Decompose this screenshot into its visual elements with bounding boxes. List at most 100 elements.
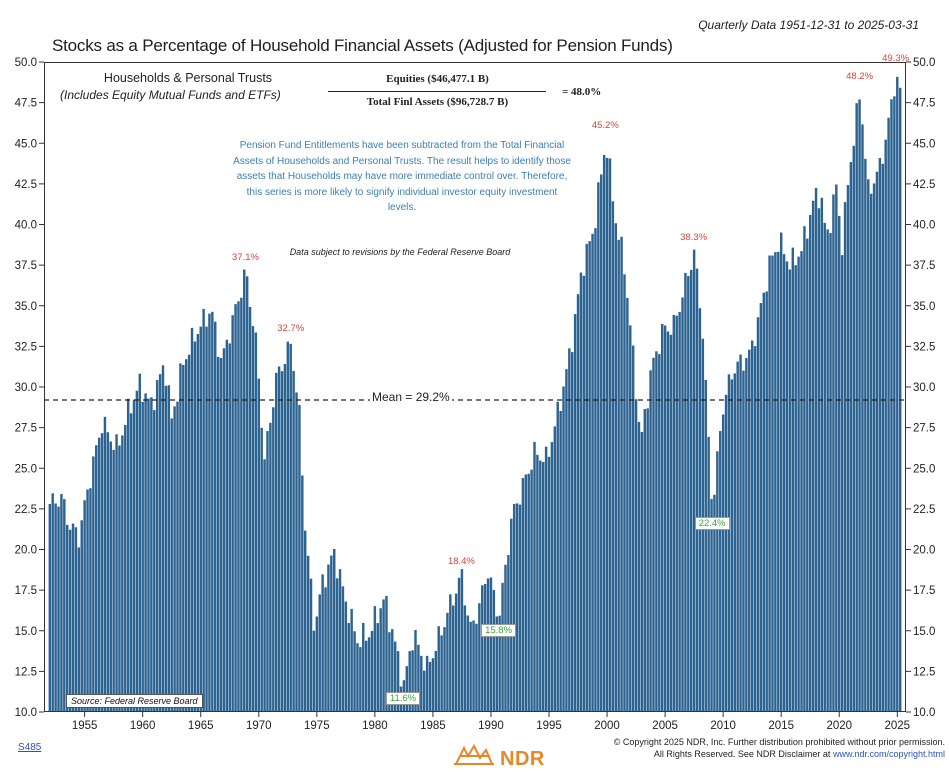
bar — [124, 424, 127, 712]
bar — [364, 640, 368, 712]
bar — [109, 441, 112, 712]
bar — [591, 233, 594, 713]
bar — [626, 297, 629, 712]
bar — [698, 308, 702, 712]
bar — [495, 616, 498, 712]
bar — [350, 608, 353, 712]
bar — [115, 434, 118, 712]
bar — [521, 478, 525, 712]
bar-series — [48, 76, 902, 713]
bar — [216, 356, 220, 712]
bar — [298, 404, 301, 712]
bar — [869, 193, 873, 712]
bar — [60, 494, 63, 712]
bar — [794, 265, 797, 712]
formula-denominator: Total Finl Assets ($96,728.7 B) — [366, 96, 509, 108]
bar — [571, 352, 574, 712]
y-tick-label: 47.5 — [913, 98, 935, 110]
bar — [527, 473, 530, 712]
copyright-link[interactable]: www.ndr.com/copyright.html — [832, 749, 945, 759]
bar — [660, 323, 664, 712]
bar — [272, 407, 275, 712]
peak-label: 37.1% — [232, 251, 259, 263]
bar — [344, 601, 348, 712]
bar — [277, 366, 281, 712]
bar — [797, 256, 800, 712]
bar — [396, 651, 400, 712]
bar — [463, 605, 467, 712]
bar — [457, 577, 461, 712]
bar — [762, 292, 766, 712]
bar — [286, 341, 290, 712]
bar — [771, 255, 774, 712]
bar — [100, 433, 104, 712]
bar — [742, 370, 745, 712]
bar — [823, 222, 826, 713]
bar — [185, 359, 188, 712]
bar — [170, 418, 173, 712]
bar — [788, 269, 792, 712]
x-tick-label: 1965 — [188, 720, 214, 732]
x-axis: 1955 1960 1965 1970 1975 1980 1985 1990 1995 2000… — [72, 712, 910, 732]
bar — [187, 354, 191, 712]
bar — [530, 469, 533, 712]
bar — [97, 437, 101, 712]
bar — [684, 272, 687, 712]
bar — [440, 635, 443, 712]
bar — [106, 432, 110, 712]
bar — [736, 361, 739, 712]
bar — [634, 399, 638, 712]
bar — [129, 413, 133, 712]
bar — [585, 243, 588, 712]
bar — [730, 379, 734, 712]
bar — [196, 334, 200, 712]
bar — [858, 99, 861, 712]
methodology-note: Pension Fund Entitlements have been subt… — [233, 140, 571, 213]
peak-label: 38.3% — [680, 232, 708, 244]
bar — [806, 238, 809, 712]
bar — [785, 261, 789, 712]
bar — [835, 184, 838, 713]
bar — [864, 158, 867, 712]
bar — [809, 214, 812, 712]
chart-code-link[interactable]: S485 — [18, 742, 42, 753]
bar — [675, 315, 678, 712]
copyright-line-2: All Rights Reserved. See NDR Disclaimer … — [654, 749, 945, 759]
bar — [498, 615, 501, 712]
bar — [164, 385, 168, 712]
bar — [202, 308, 205, 712]
bar — [449, 594, 452, 712]
bar — [428, 661, 432, 712]
revision-disclaimer: Data subject to revisions by the Federal… — [289, 247, 511, 257]
mean-label: Mean = 29.2% — [370, 390, 452, 404]
y-tick-label: 50.0 — [913, 57, 935, 69]
bar — [353, 631, 356, 712]
bar — [437, 626, 440, 712]
copyright-text: All Rights Reserved. See NDR Disclaimer … — [653, 749, 831, 759]
bar — [579, 272, 583, 712]
bar — [600, 174, 603, 712]
bar — [623, 274, 626, 712]
bar — [556, 401, 559, 712]
bar — [388, 632, 391, 712]
bar — [849, 162, 853, 712]
bar — [524, 474, 528, 712]
bar — [318, 594, 321, 712]
y-tick-label: 20.0 — [15, 545, 37, 557]
bar — [817, 208, 821, 712]
bar — [63, 499, 66, 712]
bar — [733, 373, 736, 712]
y-tick-label: 40.0 — [913, 220, 935, 232]
bar — [454, 593, 458, 712]
bar — [405, 666, 409, 712]
bar — [704, 380, 707, 712]
bar — [602, 155, 606, 712]
bar — [721, 414, 725, 712]
bar — [544, 446, 548, 712]
bar — [629, 325, 632, 712]
bar — [678, 311, 681, 712]
bar — [68, 529, 72, 712]
bar — [759, 303, 763, 712]
y-tick-label: 42.5 — [15, 179, 37, 191]
